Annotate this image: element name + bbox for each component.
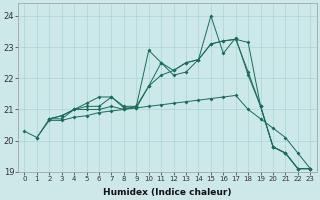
X-axis label: Humidex (Indice chaleur): Humidex (Indice chaleur) <box>103 188 232 197</box>
